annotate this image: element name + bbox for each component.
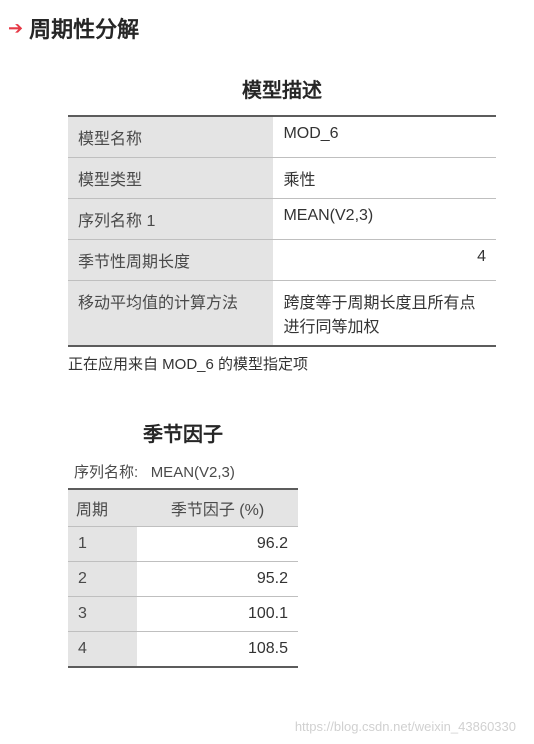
period-cell: 4 <box>68 632 137 668</box>
table-row: 序列名称 1 MEAN(V2,3) <box>68 199 496 240</box>
desc-value: 跨度等于周期长度且所有点进行同等加权 <box>273 281 496 347</box>
period-cell: 1 <box>68 527 137 562</box>
col-period: 周期 <box>68 489 137 527</box>
model-desc-table: 模型名称 MOD_6 模型类型 乘性 序列名称 1 MEAN(V2,3) 季节性… <box>68 115 496 347</box>
table-row: 移动平均值的计算方法 跨度等于周期长度且所有点进行同等加权 <box>68 281 496 347</box>
desc-value: MOD_6 <box>273 116 496 158</box>
factor-cell: 96.2 <box>137 527 298 562</box>
model-desc-caption: 正在应用来自 MOD_6 的模型指定项 <box>68 353 496 374</box>
table-row: 3 100.1 <box>68 597 298 632</box>
table-row: 4 108.5 <box>68 632 298 668</box>
series-value: MEAN(V2,3) <box>151 464 235 481</box>
seasonal-factor-section: 季节因子 序列名称: MEAN(V2,3) 周期 季节因子 (%) 1 96.2… <box>68 418 298 668</box>
factor-cell: 100.1 <box>137 597 298 632</box>
factor-cell: 108.5 <box>137 632 298 668</box>
table-header-row: 周期 季节因子 (%) <box>68 489 298 527</box>
model-desc-title: 模型描述 <box>68 74 496 103</box>
series-line: 序列名称: MEAN(V2,3) <box>68 461 298 482</box>
seasonal-title: 季节因子 <box>68 418 298 447</box>
table-row: 季节性周期长度 4 <box>68 240 496 281</box>
model-description-section: 模型描述 模型名称 MOD_6 模型类型 乘性 序列名称 1 MEAN(V2,3… <box>68 74 496 374</box>
desc-label: 季节性周期长度 <box>68 240 273 281</box>
factor-cell: 95.2 <box>137 562 298 597</box>
desc-label: 模型类型 <box>68 158 273 199</box>
arrow-right-icon: ➔ <box>8 19 23 37</box>
page-title: 周期性分解 <box>29 12 139 44</box>
desc-value: 4 <box>273 240 496 281</box>
table-row: 模型类型 乘性 <box>68 158 496 199</box>
seasonal-factor-table: 周期 季节因子 (%) 1 96.2 2 95.2 3 100.1 4 108.… <box>68 488 298 668</box>
desc-label: 模型名称 <box>68 116 273 158</box>
period-cell: 2 <box>68 562 137 597</box>
watermark-text: https://blog.csdn.net/weixin_43860330 <box>295 719 516 734</box>
col-factor: 季节因子 (%) <box>137 489 298 527</box>
table-row: 1 96.2 <box>68 527 298 562</box>
table-row: 模型名称 MOD_6 <box>68 116 496 158</box>
desc-value: MEAN(V2,3) <box>273 199 496 240</box>
desc-label: 移动平均值的计算方法 <box>68 281 273 347</box>
series-label: 序列名称: <box>74 464 138 481</box>
page-header: ➔ 周期性分解 <box>8 12 526 44</box>
period-cell: 3 <box>68 597 137 632</box>
desc-label: 序列名称 1 <box>68 199 273 240</box>
desc-value: 乘性 <box>273 158 496 199</box>
table-row: 2 95.2 <box>68 562 298 597</box>
